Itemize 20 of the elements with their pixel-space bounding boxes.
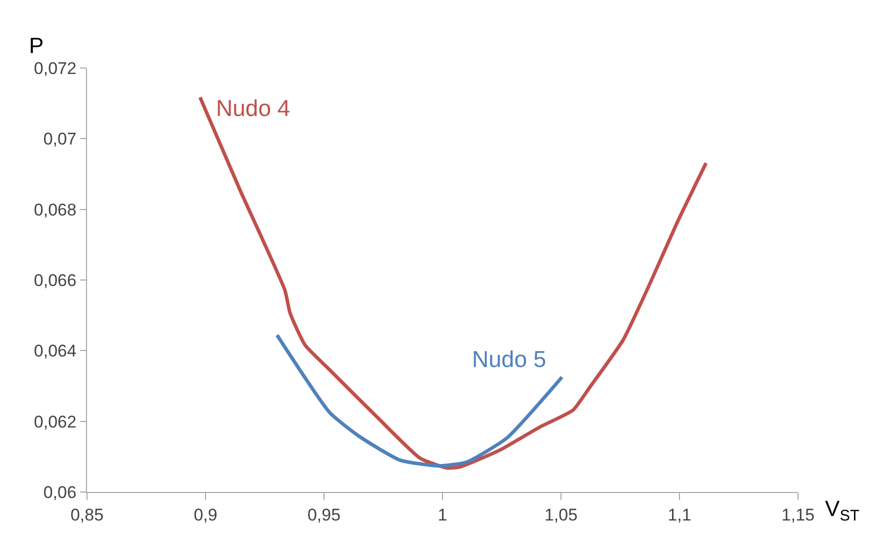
y-tick-label: 0,064 xyxy=(34,342,76,361)
line-series xyxy=(198,96,708,470)
y-axis-title: P xyxy=(29,33,44,58)
y-tick-label: 0,068 xyxy=(34,200,76,220)
x-tick-label: 1 xyxy=(438,506,448,525)
x-tick-label: 0,9 xyxy=(194,506,218,525)
y-tick-label: 0,062 xyxy=(34,412,76,432)
y-tick-label: 0,06 xyxy=(43,482,76,502)
series-label: Nudo 4 xyxy=(216,95,290,121)
x-tick-label: 0,95 xyxy=(307,506,341,525)
y-tick-label: 0,07 xyxy=(43,130,76,149)
x-tick-label: 0,85 xyxy=(70,506,104,525)
y-tick-label: 0,066 xyxy=(34,270,76,290)
x-tick-label: 1,1 xyxy=(668,506,692,525)
x-axis-title: V$_{ST}$ xyxy=(825,496,860,525)
x-tick-label: 1,05 xyxy=(544,506,578,525)
line-series xyxy=(275,333,564,468)
y-tick-label: 0,072 xyxy=(34,58,76,78)
series-label: Nudo 5 xyxy=(472,346,546,372)
x-tick-label: 1,15 xyxy=(781,506,815,525)
